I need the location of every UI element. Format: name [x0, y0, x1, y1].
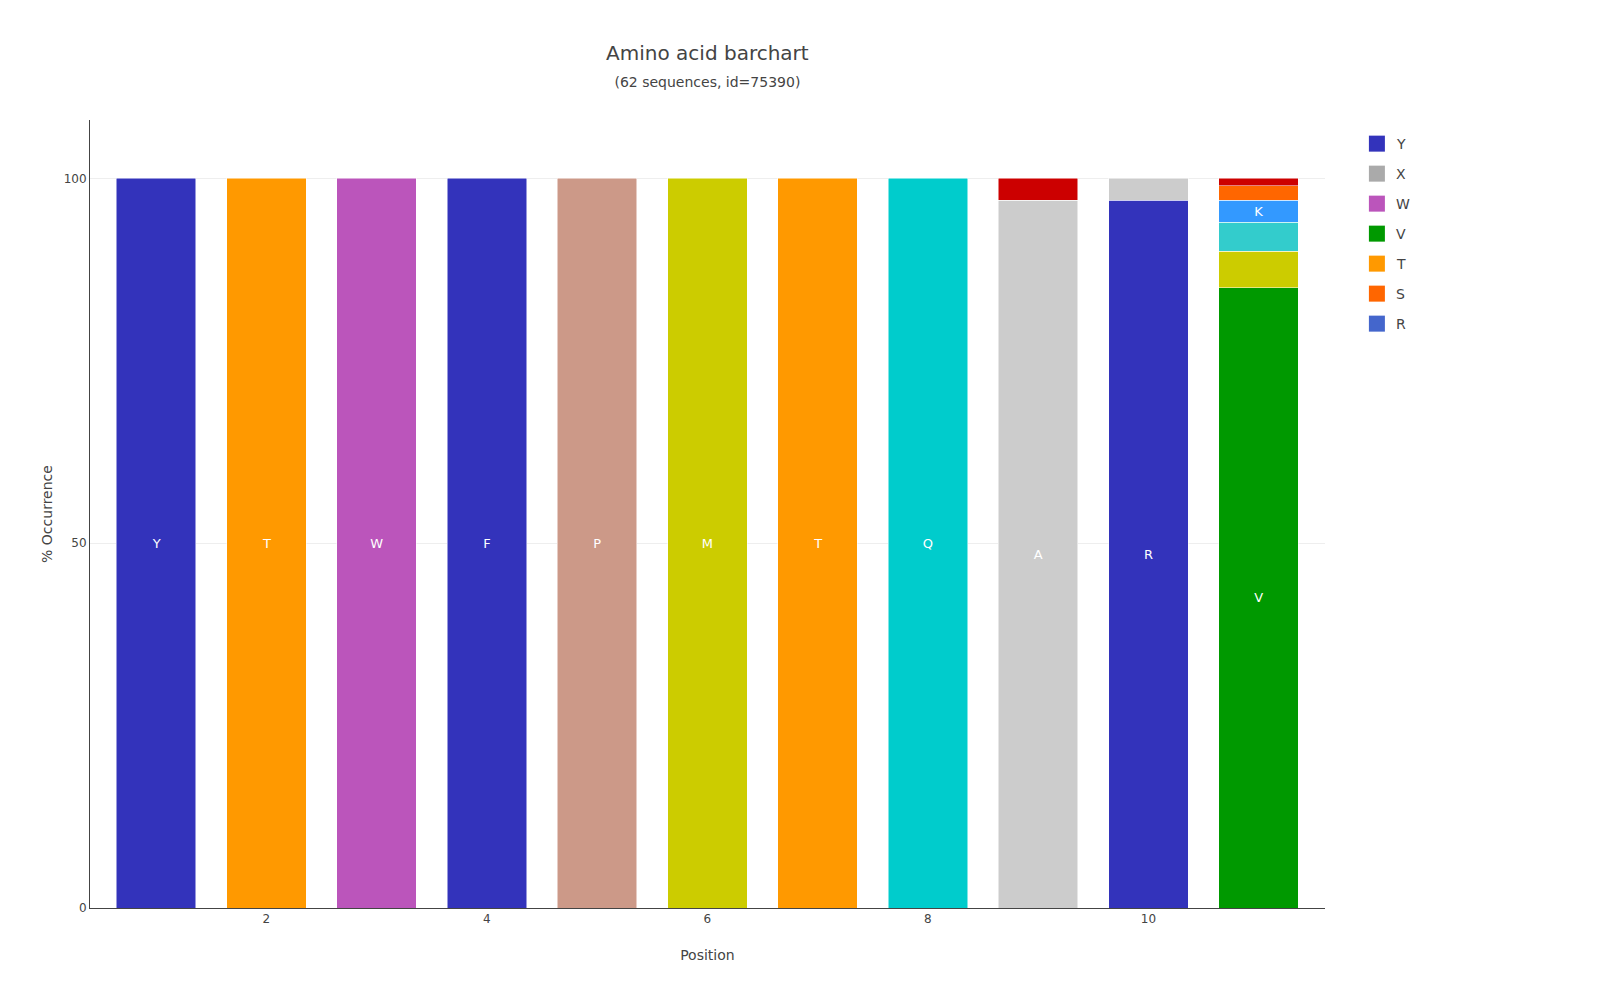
svg-text:50: 50 [71, 536, 86, 550]
svg-text:Y: Y [152, 536, 161, 551]
svg-text:S: S [1396, 286, 1405, 302]
svg-text:F: F [483, 536, 490, 551]
svg-text:% Occurrence: % Occurrence [39, 465, 55, 563]
svg-text:(62 sequences, id=75390): (62 sequences, id=75390) [614, 74, 800, 90]
svg-text:T: T [1396, 256, 1406, 272]
svg-text:4: 4 [483, 912, 491, 926]
svg-text:6: 6 [704, 912, 712, 926]
svg-text:R: R [1396, 316, 1406, 332]
svg-text:0: 0 [79, 901, 87, 915]
svg-text:8: 8 [924, 912, 932, 926]
svg-text:W: W [370, 536, 383, 551]
svg-text:T: T [813, 536, 822, 551]
svg-text:Q: Q [923, 536, 933, 551]
svg-text:W: W [1396, 196, 1410, 212]
svg-text:A: A [1034, 547, 1043, 562]
svg-text:T: T [262, 536, 271, 551]
svg-text:10: 10 [1141, 912, 1156, 926]
svg-text:Position: Position [680, 947, 735, 963]
svg-text:Amino acid barchart: Amino acid barchart [606, 41, 809, 65]
svg-text:M: M [702, 536, 713, 551]
svg-text:Y: Y [1396, 136, 1406, 152]
svg-text:100: 100 [64, 172, 87, 186]
svg-text:2: 2 [263, 912, 271, 926]
svg-text:K: K [1254, 204, 1263, 219]
svg-text:P: P [593, 536, 601, 551]
svg-text:V: V [1254, 590, 1263, 605]
svg-text:V: V [1396, 226, 1406, 242]
svg-text:R: R [1144, 547, 1153, 562]
svg-text:X: X [1396, 166, 1406, 182]
